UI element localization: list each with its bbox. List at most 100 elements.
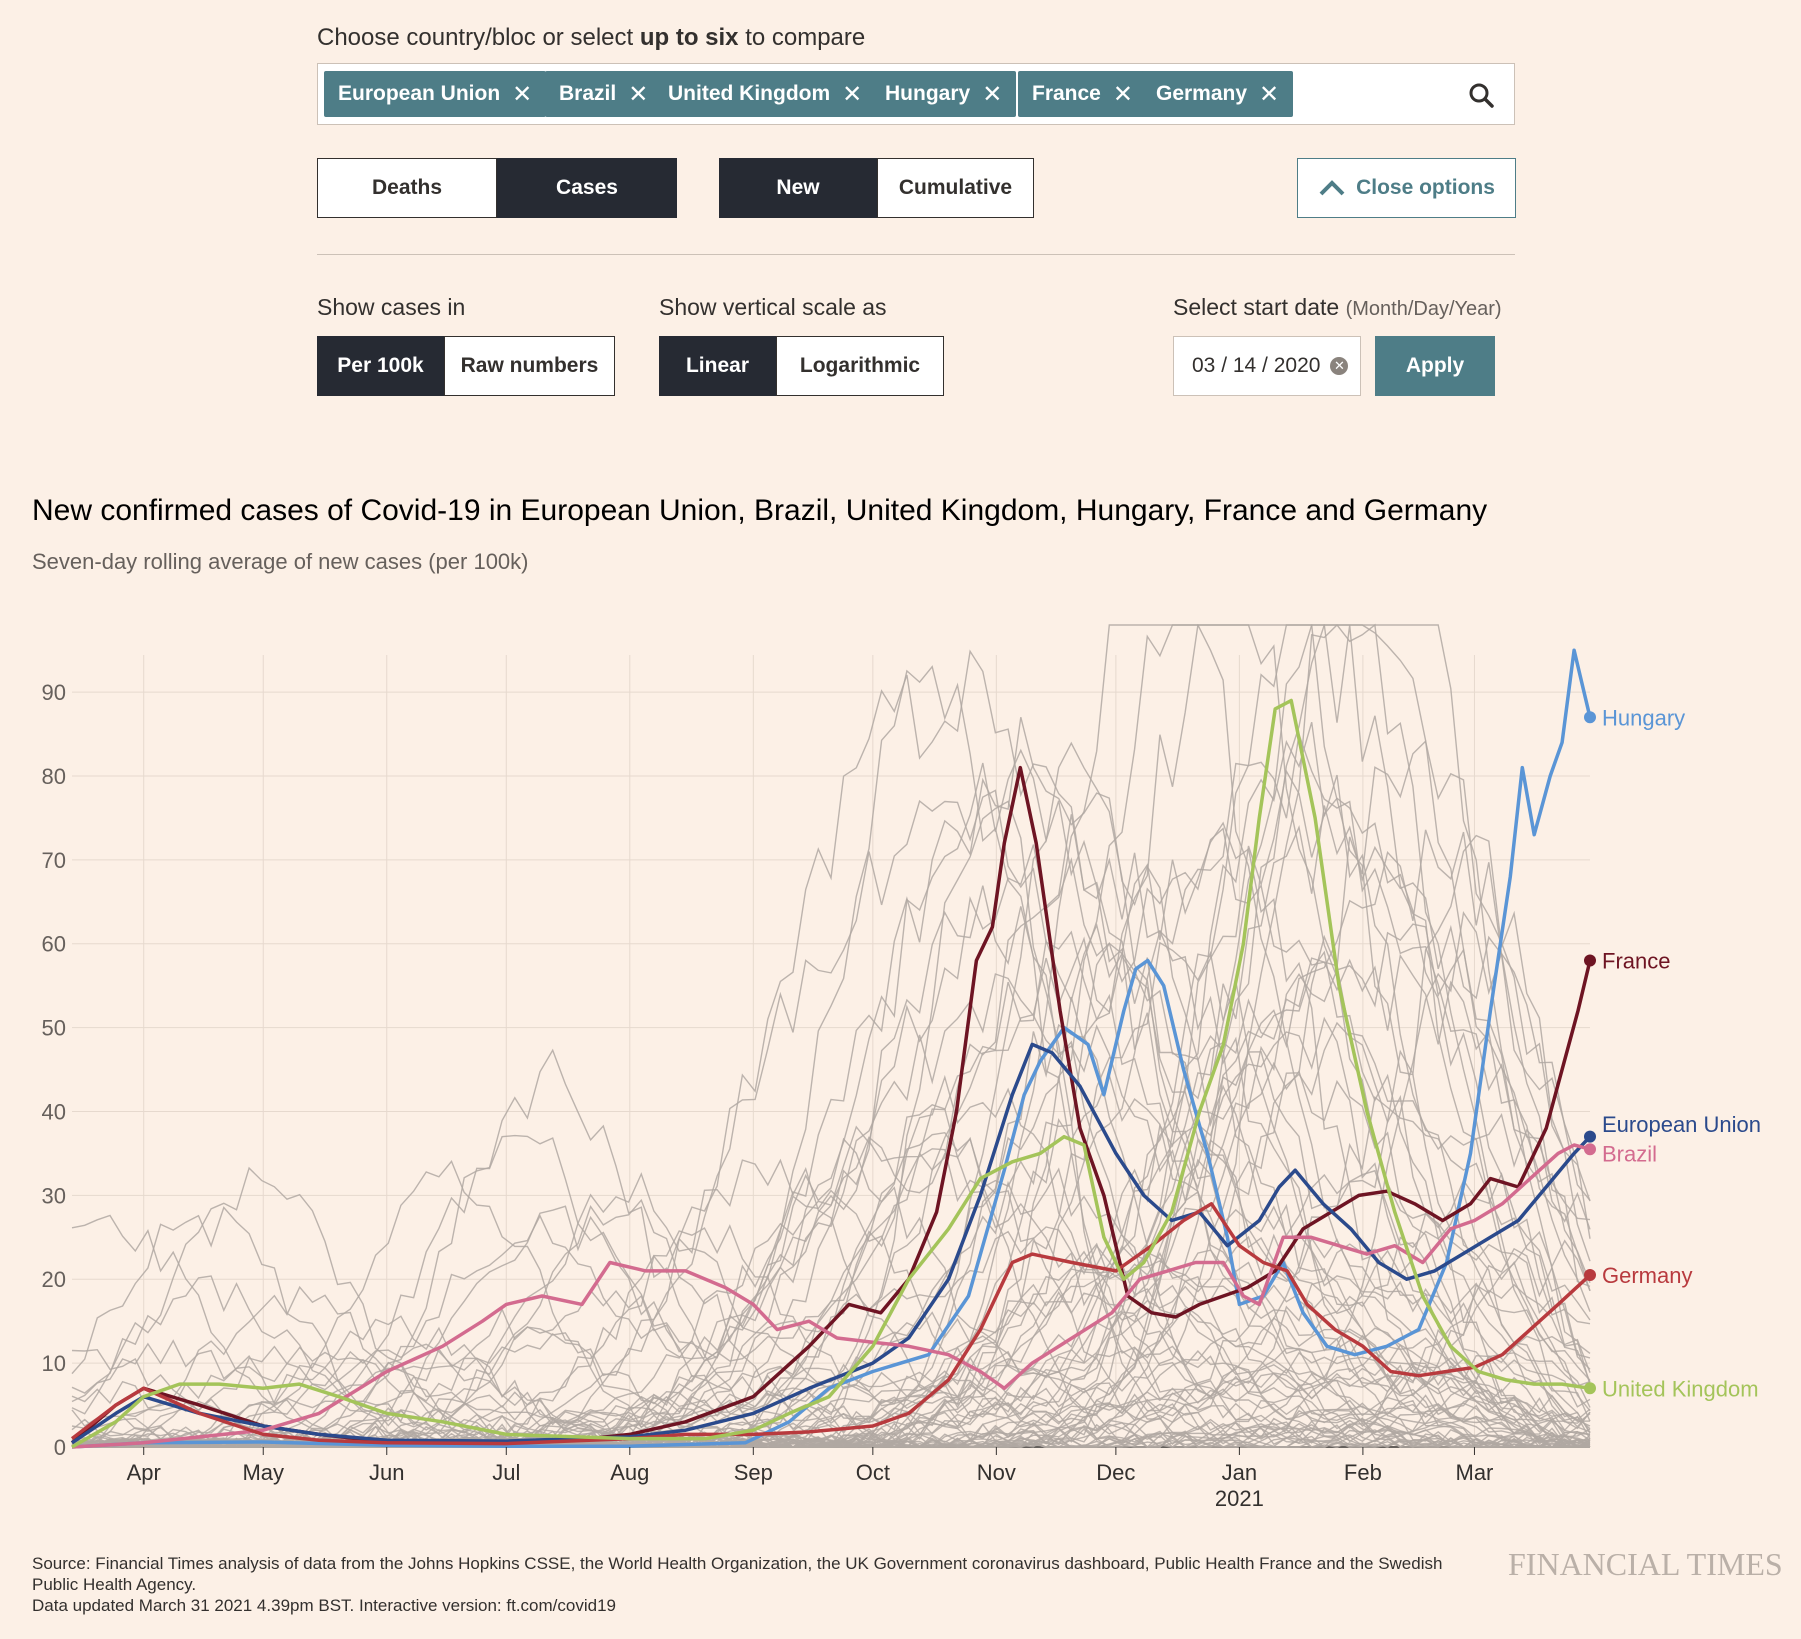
prompt-text-end: to compare xyxy=(745,24,866,51)
chip-united-kingdom[interactable]: United Kingdom ✕ xyxy=(654,71,877,117)
line-chart: Hungary France European Union Brazil Germany… xyxy=(42,623,1761,1511)
chip-label: United Kingdom xyxy=(668,82,831,105)
source-text: Source: Financial Times analysis of data… xyxy=(32,1554,1443,1594)
other-country-line xyxy=(71,953,1591,1448)
y-tick-label: 30 xyxy=(42,1183,66,1208)
x-tick-label: Mar xyxy=(1456,1460,1494,1485)
other-country-line xyxy=(71,665,1591,1448)
units-toggle: Per 100k Raw numbers xyxy=(317,336,615,396)
y-tick-label: 90 xyxy=(42,680,66,705)
cumulative-button[interactable]: Cumulative xyxy=(877,158,1034,218)
start-date-label: Select start date (Month/Day/Year) xyxy=(1173,294,1502,321)
close-icon[interactable]: ✕ xyxy=(512,80,533,108)
apply-button[interactable]: Apply xyxy=(1375,336,1495,396)
chip-hungary[interactable]: Hungary ✕ xyxy=(871,71,1017,117)
metric-toggle: Deaths Cases xyxy=(317,158,677,218)
series-line-germany xyxy=(70,1202,1592,1446)
divider xyxy=(317,254,1515,255)
x-tick-label: Dec xyxy=(1096,1460,1135,1485)
start-date-input[interactable]: 03 / 14 / 2020 ✕ xyxy=(1173,336,1361,396)
cases-button[interactable]: Cases xyxy=(497,158,677,218)
selection-prompt: Choose country/bloc or select up to six … xyxy=(317,24,865,52)
close-icon[interactable]: ✕ xyxy=(982,80,1003,108)
series-endpoint-germany xyxy=(1584,1269,1596,1282)
series-line-united-kingdom xyxy=(71,698,1591,1449)
close-icon[interactable]: ✕ xyxy=(842,80,863,108)
ft-logo: FINANCIAL TIMES xyxy=(1508,1546,1783,1582)
chip-european-union[interactable]: European Union ✕ xyxy=(324,71,547,117)
start-date-value: 03 / 14 / 2020 xyxy=(1192,354,1321,377)
other-country-line xyxy=(71,800,1591,1448)
series-endpoint-united-kingdom xyxy=(1584,1382,1596,1395)
other-country-line xyxy=(71,748,1591,1448)
chip-france[interactable]: France ✕ xyxy=(1018,71,1147,117)
y-tick-label: 40 xyxy=(42,1099,66,1124)
scale-toggle: Linear Logarithmic xyxy=(659,336,944,396)
close-options-button[interactable]: Close options xyxy=(1297,158,1516,218)
linear-button[interactable]: Linear xyxy=(659,336,776,396)
show-cases-label: Show cases in xyxy=(317,294,466,320)
updated-text: Data updated March 31 2021 4.39pm BST. I… xyxy=(32,1596,616,1615)
close-options-label: Close options xyxy=(1356,176,1495,199)
chip-label: European Union xyxy=(338,82,501,105)
clear-icon[interactable]: ✕ xyxy=(1330,357,1349,375)
other-country-line xyxy=(72,649,1591,1448)
chip-germany[interactable]: Germany ✕ xyxy=(1142,71,1294,117)
series-line-hungary xyxy=(71,648,1592,1449)
x-tick-label: Jun xyxy=(369,1460,404,1485)
y-tick-label: 70 xyxy=(42,848,66,873)
chevron-up-icon xyxy=(1319,180,1345,196)
chip-label: Brazil xyxy=(559,82,617,105)
scale-label: Show vertical scale as xyxy=(659,294,887,320)
grid xyxy=(72,655,1590,1448)
close-icon[interactable]: ✕ xyxy=(1259,80,1280,108)
other-country-line xyxy=(72,1074,1591,1448)
raw-numbers-button[interactable]: Raw numbers xyxy=(444,336,615,396)
other-country-line xyxy=(71,1104,1591,1448)
country-search-box[interactable]: European Union ✕ Brazil ✕ United Kingdom ✕ … xyxy=(317,63,1515,125)
series-endpoint-brazil xyxy=(1584,1143,1596,1156)
deaths-button[interactable]: Deaths xyxy=(317,158,497,218)
close-icon[interactable]: ✕ xyxy=(1112,80,1133,108)
chart-subtitle: Seven-day rolling average of new cases (… xyxy=(32,549,529,574)
y-tick-label: 50 xyxy=(42,1016,66,1041)
y-tick-label: 60 xyxy=(42,932,66,957)
new-button[interactable]: New xyxy=(719,158,877,218)
chip-brazil[interactable]: Brazil ✕ xyxy=(545,71,663,117)
other-country-line xyxy=(71,1277,1591,1448)
series-label-brazil: Brazil xyxy=(1602,1141,1657,1166)
search-icon[interactable] xyxy=(1468,82,1494,108)
other-country-line xyxy=(71,717,1591,1445)
series-label-hungary: Hungary xyxy=(1602,705,1685,730)
y-tick-label: 10 xyxy=(42,1351,66,1376)
close-icon[interactable]: ✕ xyxy=(628,80,649,108)
per100k-button[interactable]: Per 100k xyxy=(317,336,444,396)
chip-label: Hungary xyxy=(885,82,971,105)
x-tick-label: Oct xyxy=(856,1460,890,1485)
other-country-line xyxy=(71,1073,1591,1448)
other-country-line xyxy=(71,950,1591,1448)
logarithmic-button[interactable]: Logarithmic xyxy=(776,336,944,396)
chip-label: Germany xyxy=(1156,82,1248,105)
other-country-line xyxy=(71,1167,1591,1448)
x-tick-label: Sep xyxy=(734,1460,773,1485)
mode-toggle: New Cumulative xyxy=(719,158,1034,218)
x-tick-label: Jan xyxy=(1222,1460,1257,1485)
y-tick-label: 20 xyxy=(42,1267,66,1292)
series-label-france: France xyxy=(1602,949,1670,974)
start-date-text: Select start date xyxy=(1173,294,1340,320)
y-tick-label: 80 xyxy=(42,764,66,789)
x-tick-label: Aug xyxy=(610,1460,649,1485)
highlighted-series xyxy=(70,648,1596,1449)
start-date-hint: (Month/Day/Year) xyxy=(1345,298,1502,320)
prompt-text: Choose country/bloc or select xyxy=(317,24,634,51)
other-country-line xyxy=(71,844,1591,1448)
other-country-line xyxy=(71,623,1591,1448)
source-note: Source: Financial Times analysis of data… xyxy=(32,1553,1462,1616)
series-label-germany: Germany xyxy=(1602,1263,1692,1288)
x-tick-label: Jul xyxy=(492,1460,520,1485)
prompt-bold: up to six xyxy=(639,24,739,51)
series-endpoint-france xyxy=(1584,954,1596,967)
series-endpoint-hungary xyxy=(1584,711,1596,724)
other-country-line xyxy=(71,814,1591,1448)
